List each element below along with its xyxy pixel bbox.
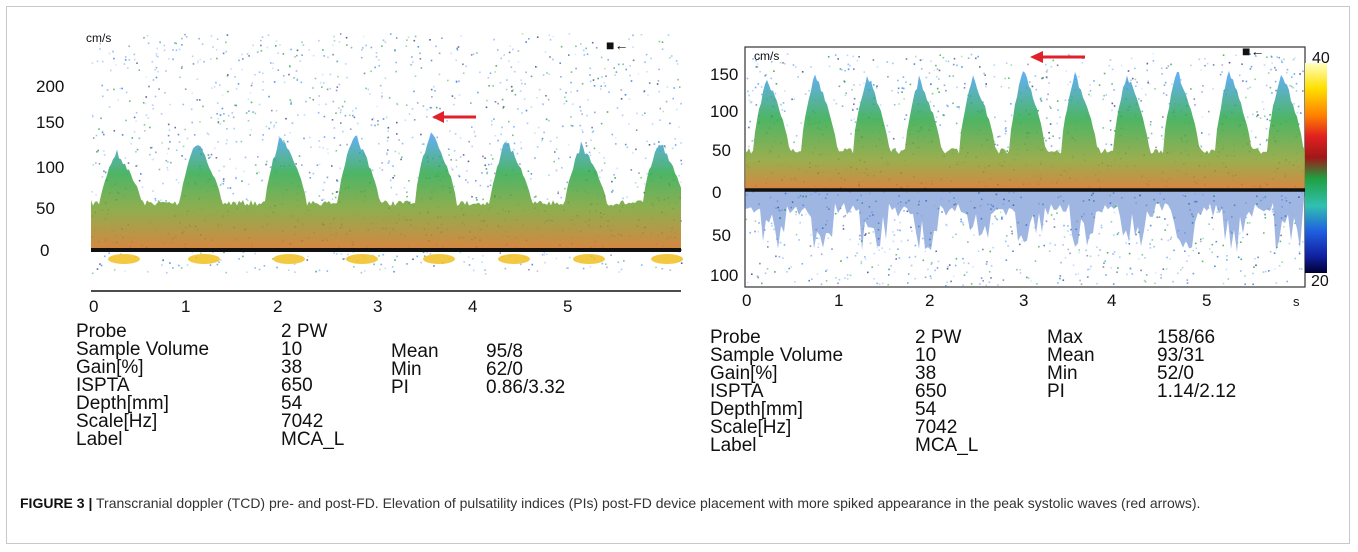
figure-label: FIGURE 3 | xyxy=(20,495,93,511)
y-tick-label: 150 xyxy=(710,65,738,84)
param-label: Probe xyxy=(76,321,127,342)
color-scale-bar xyxy=(1305,63,1327,273)
param-label: Scale[Hz] xyxy=(710,417,792,438)
measure-value: 52/0 xyxy=(1157,363,1194,384)
y-tick-label: 200 xyxy=(36,77,64,96)
param-value: 650 xyxy=(915,381,947,402)
x-tick-label: 0 xyxy=(742,291,751,310)
y-tick-label: 100 xyxy=(710,266,738,285)
red-arrow-icon xyxy=(432,111,476,123)
doppler-panel-post: 40 20 cm/s 150 100 50 0 50 100 0 1 2 3 4… xyxy=(697,13,1339,483)
x-tick-label: 2 xyxy=(273,297,282,313)
figure-caption: FIGURE 3 | Transcranial doppler (TCD) pr… xyxy=(20,491,1330,515)
measure-value: 93/31 xyxy=(1157,345,1205,366)
x-tick-label: 5 xyxy=(1202,291,1211,310)
spectral-waveform xyxy=(91,132,681,250)
y-tick-label: 0 xyxy=(40,241,49,260)
param-label: ISPTA xyxy=(710,381,764,402)
x-tick-label: 1 xyxy=(834,291,843,310)
param-value: 7042 xyxy=(915,417,958,438)
y-tick-label: 150 xyxy=(36,113,64,132)
param-label: Depth[mm] xyxy=(710,399,803,420)
measure-label: Mean xyxy=(391,341,439,362)
param-value: 54 xyxy=(281,393,303,414)
reverse-flow-blobs xyxy=(108,254,683,264)
doppler-spectrum-post: 40 20 cm/s 150 100 50 0 50 100 0 1 2 3 4… xyxy=(710,43,1330,310)
measure-label: PI xyxy=(1047,381,1065,402)
spectral-waveform xyxy=(745,70,1305,190)
x-tick-label: 2 xyxy=(925,291,934,310)
param-label: Label xyxy=(76,429,123,450)
figure-frame: cm/s 200 150 100 50 0 0 1 2 3 4 5 ■← Pro… xyxy=(6,6,1350,544)
x-tick-label: 4 xyxy=(468,297,477,313)
measure-value: 158/66 xyxy=(1157,327,1216,348)
param-value: 38 xyxy=(915,363,937,384)
reverse-flow-waveform xyxy=(745,190,1305,253)
colorbar-max-label: 40 xyxy=(1312,50,1330,67)
x-tick-label: 3 xyxy=(1019,291,1028,310)
param-value: 2 PW xyxy=(915,327,962,348)
y-tick-label: 50 xyxy=(712,141,731,160)
measure-label: Min xyxy=(1047,363,1078,384)
doppler-panel-pre: cm/s 200 150 100 50 0 0 1 2 3 4 5 ■← Pro… xyxy=(16,13,684,479)
param-value: 38 xyxy=(281,357,303,378)
x-tick-label: 5 xyxy=(563,297,572,313)
measure-value: 1.14/2.12 xyxy=(1157,381,1237,402)
y-tick-label: 50 xyxy=(36,199,55,218)
measure-value: 95/8 xyxy=(486,341,523,362)
caption-text: Transcranial doppler (TCD) pre- and post… xyxy=(92,495,1201,511)
param-value: 54 xyxy=(915,399,937,420)
param-value: 7042 xyxy=(281,411,324,432)
x-tick-label: 0 xyxy=(89,297,98,313)
measure-label: Mean xyxy=(1047,345,1095,366)
param-label: Scale[Hz] xyxy=(76,411,158,432)
param-label: Label xyxy=(710,435,757,456)
param-label: Sample Volume xyxy=(710,345,844,366)
param-label: Gain[%] xyxy=(710,363,778,384)
measure-label: PI xyxy=(391,377,409,398)
param-label: Gain[%] xyxy=(76,357,144,378)
measure-value: 0.86/3.32 xyxy=(486,377,566,398)
doppler-spectrum-pre: cm/s 200 150 100 50 0 0 1 2 3 4 5 ■← xyxy=(36,29,683,313)
param-value: 10 xyxy=(915,345,937,366)
y-tick-label: 50 xyxy=(712,226,731,245)
marker-arrow-icon: ■← xyxy=(606,37,628,53)
param-value: 10 xyxy=(281,339,303,360)
param-value: MCA_L xyxy=(915,435,979,456)
param-value: 650 xyxy=(281,375,313,396)
measure-value: 62/0 xyxy=(486,359,523,380)
colorbar-min-label: 20 xyxy=(1311,273,1329,290)
y-tick-label: 0 xyxy=(712,183,721,202)
x-tick-label: 3 xyxy=(373,297,382,313)
param-value: 2 PW xyxy=(281,321,328,342)
param-label: Probe xyxy=(710,327,761,348)
param-label: Depth[mm] xyxy=(76,393,169,414)
param-label: Sample Volume xyxy=(76,339,210,360)
red-arrow-icon xyxy=(1030,51,1085,63)
y-tick-label: 100 xyxy=(36,158,64,177)
y-tick-label: 100 xyxy=(710,102,738,121)
x-unit-label: s xyxy=(1293,294,1300,309)
marker-arrow-icon: ■← xyxy=(1242,43,1264,59)
param-label: ISPTA xyxy=(76,375,130,396)
y-unit-label: cm/s xyxy=(754,49,779,63)
x-tick-label: 4 xyxy=(1107,291,1116,310)
x-tick-label: 1 xyxy=(181,297,190,313)
y-unit-label: cm/s xyxy=(86,31,111,45)
measure-label: Max xyxy=(1047,327,1083,348)
measure-label: Min xyxy=(391,359,422,380)
param-value: MCA_L xyxy=(281,429,345,450)
